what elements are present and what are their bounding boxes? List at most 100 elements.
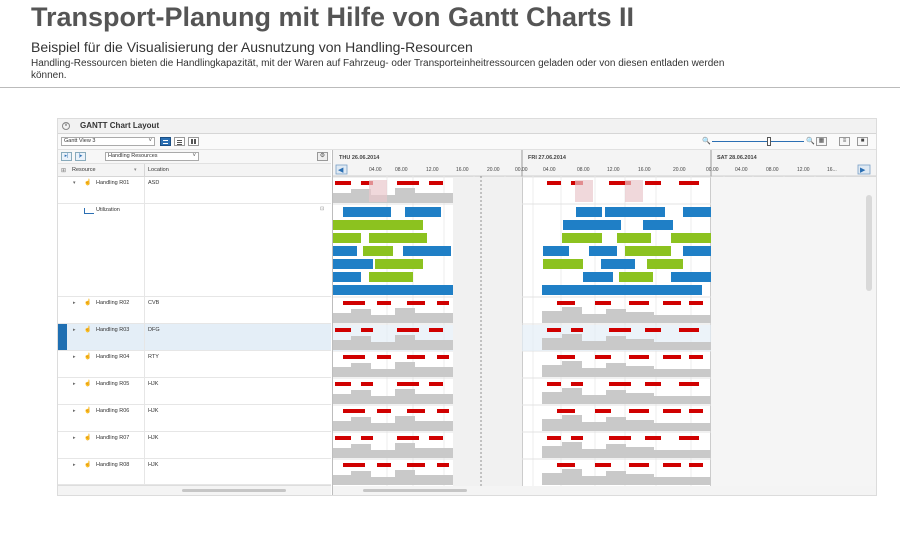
overload-bar xyxy=(335,181,351,185)
collapse-all-button[interactable]: |▸ xyxy=(75,152,86,161)
grid-settings-icon[interactable]: ⊞ xyxy=(61,168,67,174)
overload-bar xyxy=(397,328,419,332)
gantt-bar xyxy=(563,220,621,230)
overload-bar xyxy=(377,409,391,413)
hour-label: 16... xyxy=(827,167,837,173)
fullscreen-button[interactable]: ■ xyxy=(857,137,868,146)
overload-bar xyxy=(335,436,351,440)
utilization-area xyxy=(542,446,562,458)
utilization-label: Utilization xyxy=(96,207,120,213)
vertical-scrollbar-thumb[interactable] xyxy=(866,195,872,291)
utilization-area xyxy=(371,315,395,323)
table-row[interactable]: ▸ ☝ Handling R08 HJK xyxy=(58,459,331,485)
handling-resource-icon: ☝ xyxy=(84,327,92,333)
utilization-area xyxy=(351,390,371,404)
gantt-bar xyxy=(333,246,357,256)
expand-row-icon[interactable]: ▸ xyxy=(73,327,76,333)
list-button[interactable]: ≡ xyxy=(839,137,850,146)
utilization-area xyxy=(562,334,582,350)
resource-type-select[interactable]: Handling Resources ˅ xyxy=(105,152,199,161)
gantt-view-select[interactable]: Gantt View 3 ˅ xyxy=(61,137,155,146)
column-header-location[interactable]: Location xyxy=(148,167,169,173)
resource-name: Handling R01 xyxy=(96,180,130,186)
calendar-button[interactable]: ▦ xyxy=(816,137,827,146)
utilization-area xyxy=(371,477,395,485)
table-row[interactable]: ▸ ☝ Handling R02 CVB xyxy=(58,297,331,324)
handling-resource-icon: ☝ xyxy=(84,462,92,468)
gantt-bar xyxy=(683,207,711,217)
gantt-bar xyxy=(683,246,711,256)
overload-bar xyxy=(407,463,425,467)
day-label: THU 26.06.2014 xyxy=(339,155,380,161)
utilization-area xyxy=(654,450,711,458)
gantt-chart-svg[interactable]: THU 26.06.2014 FRI 27.06.2014 SAT 28.06.20… xyxy=(333,150,877,495)
resource-location: RTY xyxy=(148,354,159,360)
overload-bar xyxy=(679,382,699,386)
expand-row-icon[interactable]: ▸ xyxy=(73,435,76,441)
expand-row-icon[interactable]: ▸ xyxy=(73,408,76,414)
table-row[interactable]: ▸ ☝ Handling R07 HJK xyxy=(58,432,331,459)
overload-bar xyxy=(557,463,575,467)
overload-bar xyxy=(595,409,611,413)
table-row[interactable]: ▸ ☝ Handling R04 RTY xyxy=(58,351,331,378)
scroll-right-button xyxy=(857,164,871,175)
overload-bar xyxy=(609,436,631,440)
table-row[interactable]: ▸ ☝ Handling R05 HJK xyxy=(58,378,331,405)
expand-icon[interactable]: ⊡ xyxy=(320,206,325,212)
scrollbar-thumb[interactable] xyxy=(182,489,286,492)
slide-subtitle: Beispiel für die Visualisierung der Ausn… xyxy=(31,39,473,55)
overload-bar xyxy=(557,355,575,359)
hour-label: 08.00 xyxy=(577,167,590,173)
overload-bar xyxy=(437,463,449,467)
utilization-area xyxy=(371,450,395,458)
resource-location: HJK xyxy=(148,381,159,387)
zoom-slider-thumb[interactable] xyxy=(767,137,771,146)
gantt-bar xyxy=(375,259,423,269)
utilization-area xyxy=(371,396,395,404)
table-row[interactable]: ▸ ☝ Handling R06 HJK xyxy=(58,405,331,432)
settings-button[interactable]: ⚙ xyxy=(317,152,328,161)
zoom-in-icon[interactable]: 🔍 xyxy=(806,138,815,145)
sort-icon[interactable]: ▾ xyxy=(134,167,137,173)
timeline-header xyxy=(333,150,876,176)
utilization-area xyxy=(562,469,582,485)
column-header-resource[interactable]: Resource xyxy=(72,167,96,173)
arrow-left-icon: ◀ xyxy=(338,167,344,174)
overload-bar xyxy=(547,328,561,332)
overload-bar xyxy=(689,301,703,305)
handling-resource-icon: ☝ xyxy=(84,180,92,186)
utilization-area xyxy=(582,395,606,404)
utilization-area xyxy=(582,341,606,350)
slide-description: Handling-Ressourcen bieten die Handlingk… xyxy=(31,58,725,81)
utilization-area xyxy=(626,393,654,404)
utilization-row[interactable]: Utilization ⊡ xyxy=(58,204,331,297)
layout-rows-button[interactable] xyxy=(174,137,185,146)
table-row-selected[interactable]: ▸ ☝ Handling R03 DFG xyxy=(58,324,331,351)
grid-horizontal-scrollbar[interactable] xyxy=(58,485,331,495)
gantt-chart-area[interactable]: THU 26.06.2014 FRI 27.06.2014 SAT 28.06.20… xyxy=(332,150,877,495)
expand-row-icon[interactable]: ▸ xyxy=(73,300,76,306)
zoom-out-icon[interactable]: 🔍 xyxy=(702,138,711,145)
resource-location: DFG xyxy=(148,327,160,333)
zoom-slider-track[interactable] xyxy=(712,141,804,142)
expand-all-button[interactable]: ▸| xyxy=(61,152,72,161)
utilization-area xyxy=(371,423,395,431)
overload-bar xyxy=(595,301,611,305)
layout-top-bottom-button[interactable] xyxy=(160,137,171,146)
utilization-area xyxy=(415,421,453,431)
expand-row-icon[interactable]: ▸ xyxy=(73,381,76,387)
hour-label: 04.00 xyxy=(735,167,748,173)
highlight-area xyxy=(369,180,387,202)
collapse-row-icon[interactable]: ▾ xyxy=(73,180,76,186)
resource-name: Handling R07 xyxy=(96,435,130,441)
expand-row-icon[interactable]: ▸ xyxy=(73,462,76,468)
overload-bar xyxy=(689,355,703,359)
collapse-icon[interactable]: ˅ xyxy=(62,122,70,130)
overload-bar xyxy=(343,301,365,305)
utilization-area xyxy=(654,369,711,377)
utilization-area xyxy=(626,447,654,458)
overload-bar xyxy=(397,382,419,386)
table-row[interactable]: ▾ ☝ Handling R01 ASD xyxy=(58,177,331,204)
layout-columns-button[interactable] xyxy=(188,137,199,146)
expand-row-icon[interactable]: ▸ xyxy=(73,354,76,360)
